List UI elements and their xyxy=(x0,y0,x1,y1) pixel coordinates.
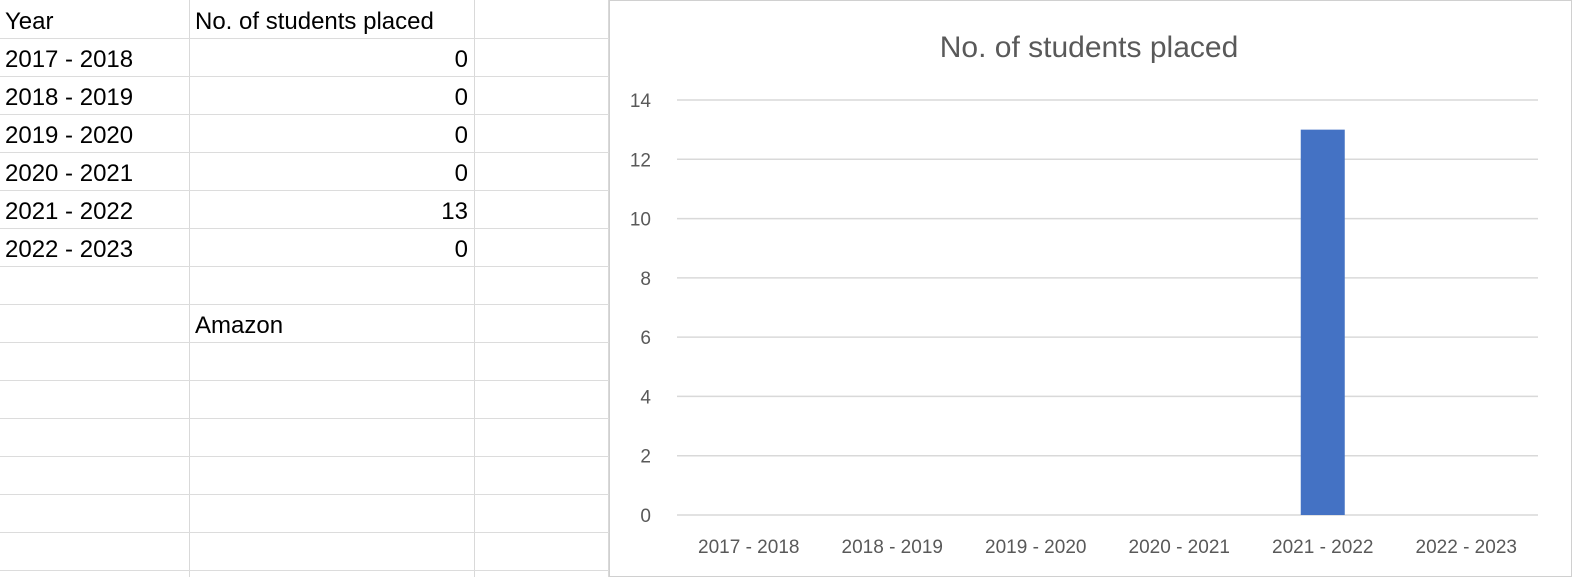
y-tick-label: 2 xyxy=(640,447,651,468)
x-tick-label: 2021 - 2022 xyxy=(1272,537,1373,558)
x-axis-ticks: 2017 - 2018 2018 - 2019 2019 - 2020 2020 - … xyxy=(698,537,1517,558)
row-divider xyxy=(0,303,620,305)
row-divider xyxy=(0,417,620,419)
row-divider xyxy=(0,151,620,153)
bar xyxy=(1300,129,1345,515)
header-students-placed[interactable]: No. of students placed xyxy=(195,8,434,35)
row-divider xyxy=(0,531,620,533)
column-divider xyxy=(189,0,190,577)
row-divider xyxy=(0,75,620,77)
bar-chart[interactable]: No. of students placed 0 2 4 6 8 10 12 14 2017 … xyxy=(609,0,1572,577)
x-tick-label: 2022 - 2023 xyxy=(1416,537,1517,558)
y-tick-label: 6 xyxy=(640,328,651,349)
row-divider xyxy=(0,227,620,229)
y-tick-label: 14 xyxy=(630,91,652,112)
y-tick-label: 0 xyxy=(640,506,651,527)
y-tick-label: 4 xyxy=(640,387,651,408)
x-tick-label: 2017 - 2018 xyxy=(698,537,799,558)
row-divider xyxy=(0,341,620,343)
row-year-cell[interactable]: 2018 - 2019 xyxy=(5,84,134,111)
bars xyxy=(1300,129,1345,515)
row-year-cell[interactable]: 2021 - 2022 xyxy=(5,198,134,225)
header-year[interactable]: Year xyxy=(5,8,54,35)
row-placed-cell[interactable]: 0 xyxy=(454,122,468,149)
spreadsheet: Year No. of students placed 2017 - 2018 … xyxy=(0,0,620,577)
x-tick-label: 2020 - 2021 xyxy=(1129,537,1230,558)
y-tick-label: 10 xyxy=(630,210,651,231)
chart-title: No. of students placed xyxy=(940,31,1239,64)
row-placed-cell[interactable]: 0 xyxy=(454,236,468,263)
row-placed-cell[interactable]: 0 xyxy=(454,84,468,111)
gridlines xyxy=(677,99,1538,516)
row-placed-cell[interactable]: 0 xyxy=(454,160,468,187)
y-tick-label: 12 xyxy=(630,150,651,171)
column-divider xyxy=(474,0,475,577)
row-divider xyxy=(0,265,620,267)
row-year-cell[interactable]: 2022 - 2023 xyxy=(5,236,134,263)
row-divider xyxy=(0,455,620,457)
row-divider xyxy=(0,37,620,39)
row-divider xyxy=(0,379,620,381)
row-year-cell[interactable]: 2020 - 2021 xyxy=(5,160,134,187)
y-axis-ticks: 0 2 4 6 8 10 12 14 xyxy=(630,91,652,527)
row-divider xyxy=(0,189,620,191)
row-divider xyxy=(0,569,620,571)
row-placed-cell[interactable]: 13 xyxy=(441,198,468,225)
row-year-cell[interactable]: 2019 - 2020 xyxy=(5,122,134,149)
x-tick-label: 2018 - 2019 xyxy=(842,537,943,558)
x-tick-label: 2019 - 2020 xyxy=(985,537,1086,558)
row-divider xyxy=(0,113,620,115)
y-tick-label: 8 xyxy=(640,269,651,290)
row-year-cell[interactable]: 2017 - 2018 xyxy=(5,46,134,73)
note-cell[interactable]: Amazon xyxy=(195,312,284,339)
row-placed-cell[interactable]: 0 xyxy=(454,46,468,73)
chart-canvas: No. of students placed 0 2 4 6 8 10 12 14 2017 … xyxy=(630,31,1538,558)
column-divider xyxy=(608,0,609,577)
row-divider xyxy=(0,493,620,495)
